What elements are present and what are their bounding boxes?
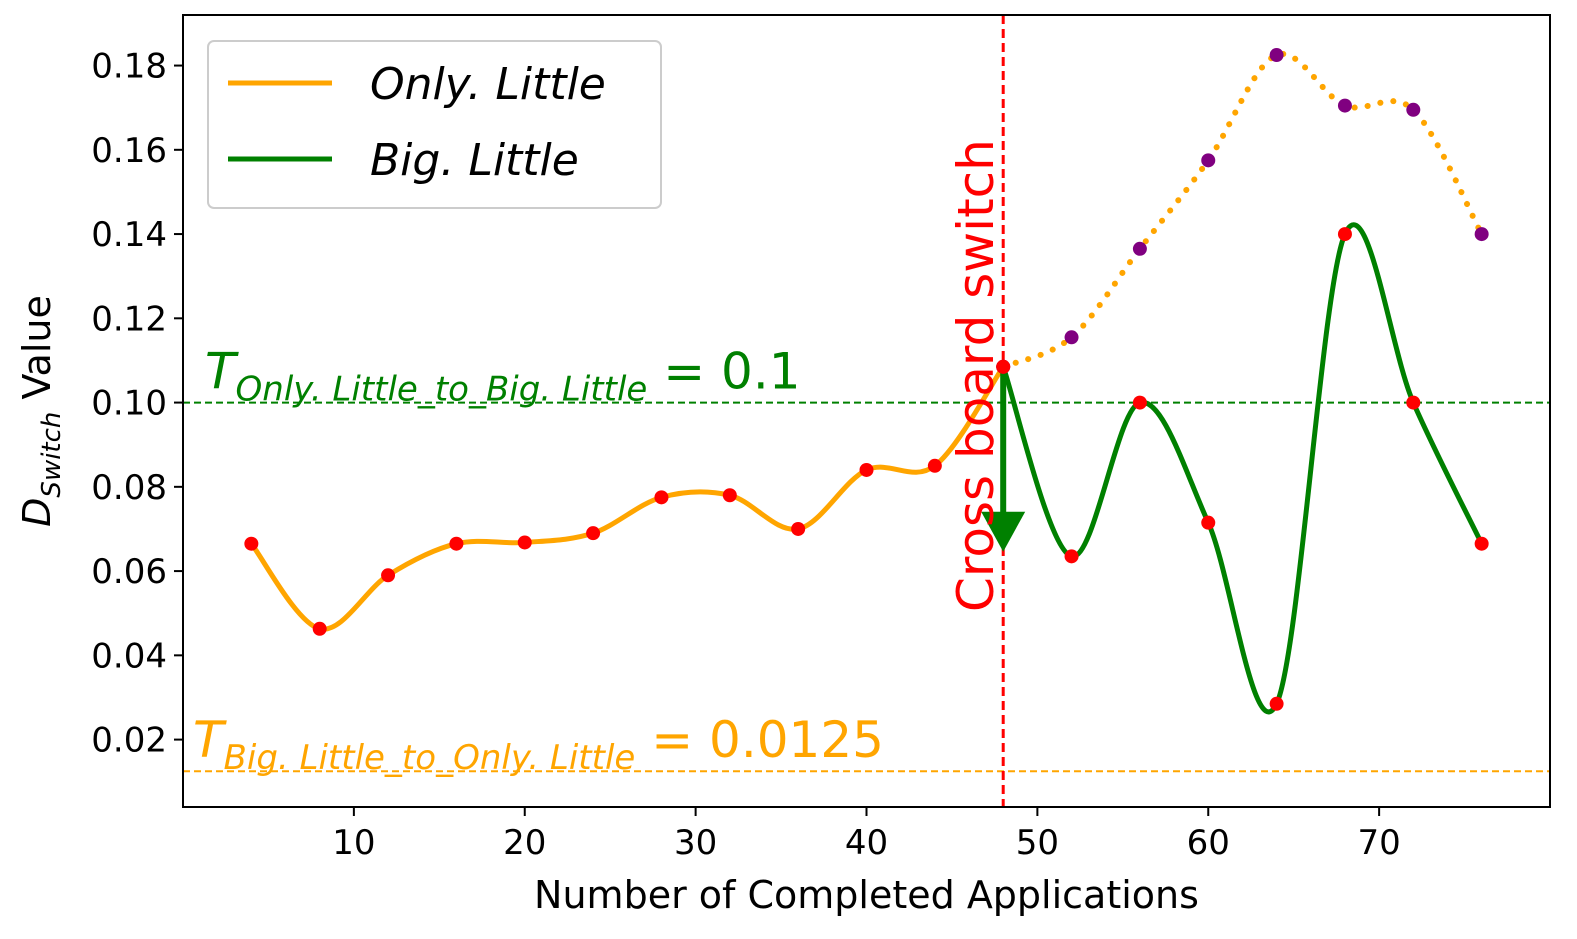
y-tick-label: 0.16 bbox=[91, 131, 167, 171]
threshold-label-value: = 0.0125 bbox=[635, 711, 884, 769]
threshold-label: TBig. Little_to_Only. Little = 0.0125 bbox=[193, 711, 884, 778]
data-point bbox=[1132, 395, 1147, 410]
x-tick-label: 20 bbox=[503, 823, 546, 863]
data-point bbox=[1474, 536, 1489, 551]
threshold-label-sub: Only. Little_to_Big. Little bbox=[236, 370, 648, 410]
y-tick-label: 0.12 bbox=[91, 299, 167, 339]
data-point bbox=[1269, 696, 1284, 711]
data-point bbox=[312, 621, 327, 636]
y-axis-title-rest: Value bbox=[15, 295, 59, 411]
threshold-label-value: = 0.1 bbox=[647, 343, 800, 401]
data-point bbox=[1337, 227, 1352, 242]
data-point bbox=[654, 490, 669, 505]
data-point bbox=[586, 526, 601, 541]
y-tick-label: 0.02 bbox=[91, 721, 167, 761]
threshold-label: TOnly. Little_to_Big. Little = 0.1 bbox=[205, 343, 801, 410]
y-axis-title: DSwitch Value bbox=[15, 295, 67, 527]
data-point bbox=[1269, 48, 1284, 63]
series-line bbox=[1000, 50, 1485, 370]
y-tick-label: 0.10 bbox=[91, 384, 167, 424]
plot-area bbox=[183, 15, 1550, 807]
x-tick-label: 10 bbox=[332, 823, 375, 863]
data-point bbox=[1474, 227, 1489, 242]
data-point bbox=[722, 488, 737, 503]
switch-label: Cross board switch bbox=[947, 139, 1005, 612]
legend-label: Big. Little bbox=[370, 135, 579, 186]
x-axis-title: Number of Completed Applications bbox=[534, 873, 1199, 917]
x-tick-label: 70 bbox=[1357, 823, 1400, 863]
data-point bbox=[1337, 98, 1352, 113]
y-tick-label: 0.04 bbox=[91, 636, 167, 676]
x-tick-label: 40 bbox=[845, 823, 888, 863]
y-tick-label: 0.18 bbox=[91, 47, 167, 87]
x-tick-label: 50 bbox=[1016, 823, 1059, 863]
data-point bbox=[927, 458, 942, 473]
x-tick-label: 30 bbox=[674, 823, 717, 863]
data-point bbox=[449, 536, 464, 551]
data-point bbox=[1406, 102, 1421, 117]
data-point bbox=[996, 359, 1011, 374]
threshold-label-main: T bbox=[193, 711, 227, 769]
series-line bbox=[248, 364, 1006, 632]
y-tick-label: 0.06 bbox=[91, 552, 167, 592]
data-point bbox=[1201, 153, 1216, 168]
data-point bbox=[859, 462, 874, 477]
data-point bbox=[1406, 395, 1421, 410]
y-tick-label: 0.14 bbox=[91, 215, 167, 255]
data-point bbox=[1064, 549, 1079, 564]
legend: Only. Little Big. Little bbox=[207, 40, 662, 209]
legend-label: Only. Little bbox=[370, 59, 606, 110]
data-point bbox=[244, 536, 259, 551]
switch-arrow-head bbox=[981, 511, 1026, 552]
threshold-label-main: T bbox=[205, 343, 239, 401]
data-point bbox=[1132, 241, 1147, 256]
data-point bbox=[381, 568, 396, 583]
data-point bbox=[1064, 330, 1079, 345]
y-axis-title-sub: Switch bbox=[37, 412, 67, 498]
data-point bbox=[791, 521, 806, 536]
y-tick-label: 0.08 bbox=[91, 468, 167, 508]
series-line bbox=[1000, 222, 1485, 715]
x-tick-label: 60 bbox=[1187, 823, 1230, 863]
data-point bbox=[517, 535, 532, 550]
data-point bbox=[1201, 515, 1216, 530]
y-axis-title-main: D bbox=[15, 498, 59, 527]
threshold-label-sub: Big. Little_to_Only. Little bbox=[224, 738, 636, 778]
